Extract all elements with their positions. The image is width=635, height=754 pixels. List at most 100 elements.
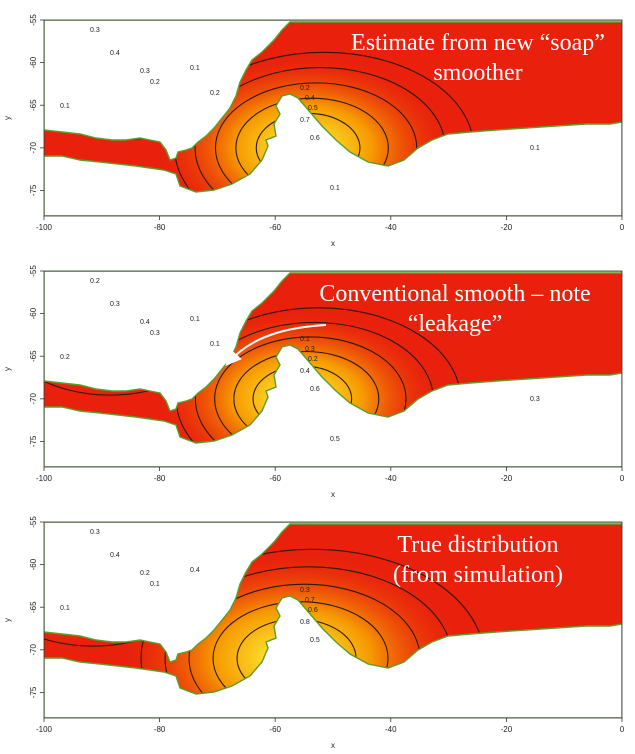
chart-svg-1: 0.20.30.40.30.20.10.10.30.20.40.60.50.30… [3,265,625,499]
x-tick: -100 [36,467,53,483]
x-tick: -20 [501,467,513,483]
contour-label: 0.1 [190,316,200,323]
x-tick: -40 [385,216,397,232]
x-tick: -80 [154,467,166,483]
svg-text:-55: -55 [29,14,38,26]
contour-label: 0.4 [110,552,120,559]
contour-label: 0.1 [330,185,340,192]
plot-frame [43,270,623,468]
contour-label: 0.2 [308,356,318,363]
x-tick: 0 [620,467,625,483]
svg-text:-65: -65 [29,99,38,111]
svg-text:-70: -70 [29,141,38,153]
y-tick: -55 [29,14,44,26]
svg-text:-20: -20 [501,223,513,232]
annotation-line: smoother [433,60,522,86]
svg-text:-60: -60 [29,558,38,570]
y-tick: -55 [29,516,44,528]
contour-label: 0.3 [140,68,150,75]
contour-label: 0.6 [310,386,320,393]
x-tick: -100 [36,216,53,232]
annotation-line: (from simulation) [393,562,563,588]
x-tick: 0 [620,718,625,734]
contour-label: 0.6 [308,607,318,614]
svg-text:-55: -55 [29,265,38,277]
svg-text:-80: -80 [154,474,166,483]
y-tick: -70 [29,392,44,405]
svg-text:-60: -60 [269,223,281,232]
contour-label: 0.4 [190,567,200,574]
contour-label: 0.1 [150,581,160,588]
y-tick: -55 [29,265,44,277]
contour-label: 0.4 [110,50,120,57]
contour-label: 0.8 [300,619,310,626]
x-tick: -20 [501,216,513,232]
contour-label: 0.3 [110,301,120,308]
contour-label: 0.6 [310,135,320,142]
y-tick: -60 [29,558,44,570]
contour-label: 0.2 [210,90,220,97]
svg-text:0: 0 [620,474,625,483]
contour-label: 0.3 [305,346,315,353]
y-tick: -60 [29,307,44,319]
x-tick: -100 [36,718,53,734]
x-tick: -40 [385,467,397,483]
x-tick: -80 [154,718,166,734]
land-mask-south [44,344,622,467]
contour-label: 0.3 [90,27,100,34]
y-tick: -75 [29,184,44,196]
svg-text:-40: -40 [385,725,397,734]
x-tick: -60 [269,467,282,483]
svg-text:-75: -75 [29,184,38,196]
plot-frame [43,19,623,217]
land-mask-north [44,271,622,412]
svg-text:-65: -65 [29,350,38,362]
contour-label: 0.2 [90,278,100,285]
x-axis-label: x [331,239,335,248]
contour-label: 0.3 [90,529,100,536]
svg-text:-60: -60 [29,307,38,319]
contour-label: 0.2 [60,354,70,361]
land-mask-north [44,522,622,663]
contour-label: 0.7 [305,597,315,604]
svg-text:-60: -60 [29,56,38,68]
svg-text:0: 0 [620,725,625,734]
true-distribution-panel: 0.3 0.4 0.2 0.1 0.1 0.4 0.3 0.7 0.6 0.8 0.5 -100 -80… [0,502,635,753]
y-tick: -75 [29,686,44,698]
contour-label: 0.3 [530,396,540,403]
svg-text:-80: -80 [154,223,166,232]
contour-label: 0.4 [140,319,150,326]
x-tick: -20 [501,718,513,734]
contour-label: 0.1 [300,336,310,343]
plot-frame [43,521,623,719]
contour-label: 0.1 [210,341,220,348]
x-axis-label: x [331,490,335,499]
svg-text:-65: -65 [29,601,38,613]
x-tick: -60 [269,718,282,734]
y-axis-label: y [3,367,12,371]
contour-label: 0.3 [150,330,160,337]
y-axis-label: y [3,618,12,622]
svg-text:-80: -80 [154,725,166,734]
svg-text:-40: -40 [385,223,397,232]
conventional-smooth-panel: 0.2 0.3 0.4 0.3 0.2 0.1 0.1 0.3 0.2 0.4 0.6 0.5 0.3 0… [0,251,635,502]
annotation-line: “leakage” [408,311,503,337]
land-mask-south [44,595,622,718]
x-axis-label: x [331,741,335,750]
x-tick: -60 [269,216,282,232]
contour-label: 0.7 [300,117,310,124]
svg-text:-70: -70 [29,392,38,404]
contour-label: 0.2 [150,79,160,86]
svg-text:-60: -60 [269,474,281,483]
x-tick: -40 [385,718,397,734]
contour-label: 0.1 [530,145,540,152]
contour-label: 0.2 [140,570,150,577]
contour-label: 0.1 [190,65,200,72]
y-tick: -65 [29,99,44,111]
svg-text:-100: -100 [36,474,53,483]
svg-text:-60: -60 [269,725,281,734]
contour-label: 0.3 [300,587,310,594]
y-tick: -70 [29,643,44,656]
svg-text:-40: -40 [385,474,397,483]
leakage-arrow [225,324,327,367]
